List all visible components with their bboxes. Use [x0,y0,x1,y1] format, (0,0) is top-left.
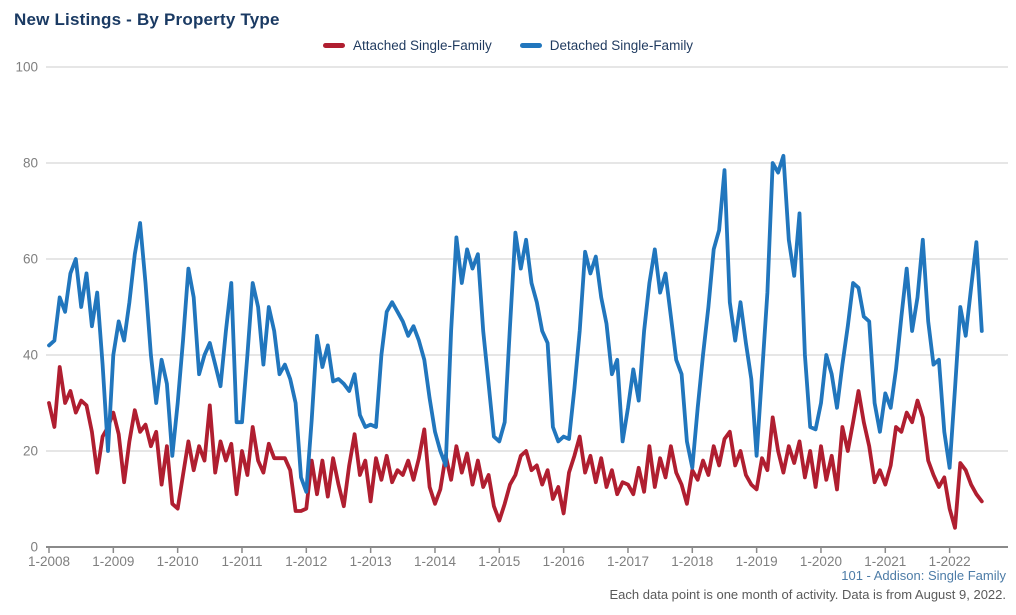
x-tick-label: 1-2019 [736,554,778,569]
legend-item-attached: Attached Single-Family [322,38,492,53]
x-tick-label: 1-2022 [929,554,971,569]
y-tick-label: 100 [15,60,38,75]
x-tick-label: 1-2010 [157,554,199,569]
x-tick-label: 1-2016 [543,554,585,569]
attached-series-line [47,365,984,530]
y-tick-label: 0 [30,540,38,555]
x-tick-label: 1-2011 [221,554,262,569]
x-tick-label: 1-2015 [478,554,520,569]
detached-series-line [47,153,984,494]
x-tick-label: 1-2017 [607,554,649,569]
legend-label-detached: Detached Single-Family [549,38,694,53]
chart-legend: Attached Single-Family Detached Single-F… [0,38,1016,53]
y-tick-label: 80 [23,156,38,171]
x-tick-label: 1-2014 [414,554,457,569]
x-tick-label: 1-2018 [671,554,713,569]
page-title: New Listings - By Property Type [14,10,280,29]
y-tick-label: 60 [23,252,38,267]
report-footnote: Each data point is one month of activity… [609,587,1006,602]
x-tick-label: 1-2009 [92,554,134,569]
x-tick-label: 1-2012 [285,554,327,569]
x-tick-label: 1-2008 [28,554,70,569]
x-tick-label: 1-2021 [864,554,906,569]
x-tick-label: 1-2013 [350,554,392,569]
legend-item-detached: Detached Single-Family [519,38,694,53]
attached-series-swatch-icon [322,43,345,48]
y-tick-label: 20 [23,444,38,459]
x-tick-label: 1-2020 [800,554,842,569]
legend-label-attached: Attached Single-Family [352,38,492,53]
report-source-link: 101 - Addison: Single Family [841,568,1006,583]
y-tick-label: 40 [23,348,38,363]
detached-series-swatch-icon [519,43,542,48]
